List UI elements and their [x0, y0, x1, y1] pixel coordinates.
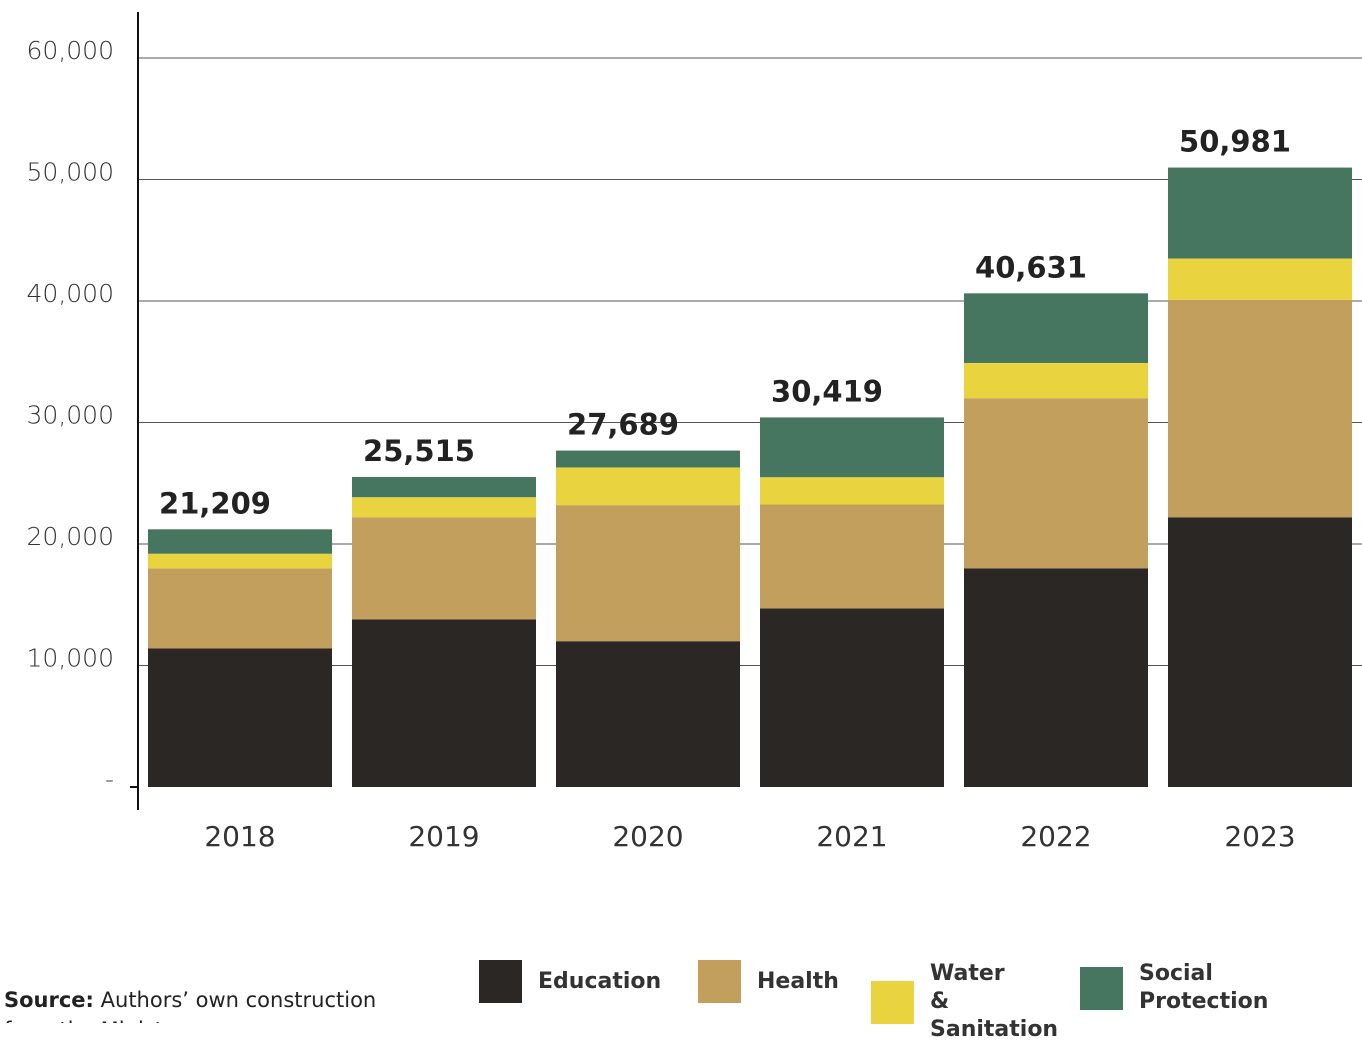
- bar-segment: [556, 467, 740, 506]
- source-text: Authors’ own construction from the Minis…: [4, 988, 377, 1023]
- legend-label: Health: [757, 968, 839, 994]
- bar-segment: [760, 417, 944, 478]
- bar-segment: [964, 362, 1148, 399]
- bar-segment: [352, 517, 536, 620]
- y-tick-label: 40,000: [27, 279, 114, 308]
- bar-segment: [556, 641, 740, 787]
- bar-segment: [1168, 299, 1352, 518]
- total-label: 50,981: [1179, 125, 1291, 159]
- x-tick-label: 2023: [1224, 820, 1295, 853]
- bar-segment: [964, 293, 1148, 363]
- bar-segment: [556, 450, 740, 468]
- source-label: Source:: [4, 988, 94, 1012]
- y-tick-label: -: [105, 765, 114, 794]
- legend-swatch: [1080, 966, 1123, 1010]
- total-label: 21,209: [159, 486, 271, 520]
- bar-segment: [760, 504, 944, 609]
- source: Source: Authors’ own construction from t…: [4, 985, 384, 1023]
- bar-segment: [352, 619, 536, 787]
- total-label: 25,515: [363, 434, 475, 468]
- legend-swatch: [698, 960, 741, 1003]
- bar-segment: [964, 568, 1148, 787]
- bar-segment: [148, 648, 332, 787]
- legend-swatch: [479, 960, 522, 1003]
- bar-segment: [352, 497, 536, 518]
- total-label: 27,689: [567, 408, 679, 442]
- x-tick-label: 2021: [816, 820, 887, 853]
- legend-label: Education: [538, 968, 662, 994]
- x-tick-label: 2020: [612, 820, 683, 853]
- bar-segment: [1168, 167, 1352, 259]
- bar-segment: [964, 398, 1148, 569]
- page: - 10,000 20,000 30,000 40,000 50,000 60,000 21,…: [4, 12, 1362, 1042]
- y-tick-label: 20,000: [27, 522, 114, 551]
- total-label: 30,419: [771, 374, 883, 408]
- bar-segment: [760, 608, 944, 787]
- legend-item: Water & Sanitation: [871, 960, 1059, 1044]
- bar-segment: [556, 505, 740, 642]
- legend-item: Health: [698, 960, 839, 1003]
- legend-label: Social Protection: [1139, 961, 1269, 1014]
- bar-segment: [148, 529, 332, 554]
- y-tick-label: 50,000: [27, 158, 114, 187]
- legend-label: Water & Sanitation: [930, 961, 1059, 1042]
- y-tick-label: 30,000: [27, 401, 114, 430]
- y-tick-label: 10,000: [27, 644, 114, 673]
- total-label: 40,631: [975, 250, 1087, 284]
- y-tick-label: 60,000: [27, 36, 114, 65]
- bar-segment: [148, 568, 332, 649]
- x-tick-label: 2019: [408, 820, 479, 853]
- legend-item: Social Protection: [1080, 960, 1279, 1016]
- x-tick-label: 2018: [204, 820, 275, 853]
- bar-segment: [352, 476, 536, 498]
- x-tick-label: 2022: [1020, 820, 1091, 853]
- legend-item: Education: [479, 960, 662, 1003]
- bar-segment: [1168, 517, 1352, 787]
- bar-segment: [1168, 258, 1352, 300]
- chart: - 10,000 20,000 30,000 40,000 50,000 60,000 21,…: [27, 12, 1362, 853]
- bar-segment: [148, 553, 332, 569]
- bar-segment: [760, 477, 944, 505]
- legend-swatch: [871, 980, 914, 1024]
